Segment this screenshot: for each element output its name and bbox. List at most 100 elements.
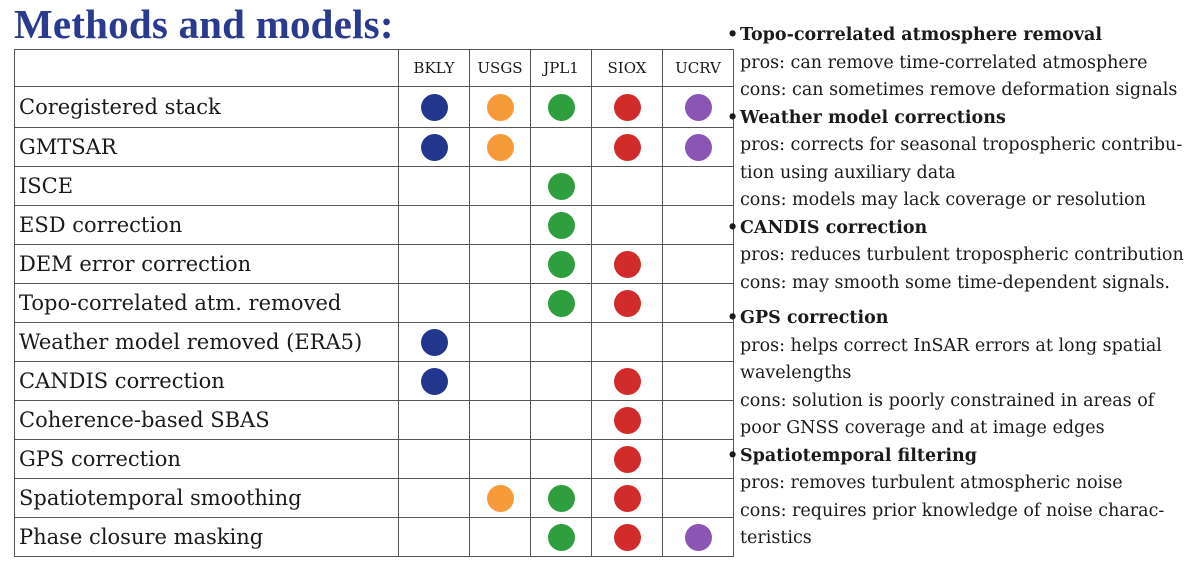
marker-dot	[547, 289, 575, 317]
marker-dot	[547, 484, 575, 512]
mark-cell-bkly	[398, 127, 470, 167]
mark-cell-ucrv	[662, 400, 734, 440]
table-body: Coregistered stack GMTSAR ISCE ESD correcti…	[14, 86, 734, 557]
mark-cell-jpl1	[530, 361, 592, 401]
marker-dot	[613, 133, 641, 161]
row-label: Coherence-based SBAS	[14, 400, 399, 440]
mark-cell-bkly	[398, 439, 470, 479]
note-line: cons: solution is poorly constrained in …	[740, 390, 1155, 411]
mark-cell-siox	[591, 244, 663, 284]
mark-cell-usgs	[469, 478, 531, 518]
mark-cell-jpl1	[530, 283, 592, 323]
mark-cell-ucrv	[662, 283, 734, 323]
mark-cell-siox	[591, 86, 663, 128]
table-row: ISCE	[14, 166, 734, 206]
table-row: Topo-correlated atm. removed	[14, 283, 734, 323]
marker-dot	[420, 328, 448, 356]
marker-dot	[684, 133, 712, 161]
note-line: pros: reduces turbulent tropospheric con…	[740, 245, 1184, 265]
marker-dot	[420, 367, 448, 395]
mark-cell-jpl1	[530, 517, 592, 557]
row-label: Spatiotemporal smoothing	[14, 478, 399, 518]
mark-cell-bkly	[398, 205, 470, 245]
mark-cell-bkly	[398, 400, 470, 440]
table-row: Phase closure masking	[14, 517, 734, 557]
mark-cell-siox	[591, 478, 663, 518]
marker-dot	[547, 211, 575, 239]
table-row: Weather model removed (ERA5)	[14, 322, 734, 362]
mark-cell-ucrv	[662, 127, 734, 167]
marker-dot	[613, 289, 641, 317]
table-header-row: BKLY USGS JPL1 SIOX UCRV	[14, 49, 734, 87]
mark-cell-siox	[591, 439, 663, 479]
marker-dot	[613, 367, 641, 395]
marker-dot	[486, 93, 514, 121]
mark-cell-siox	[591, 400, 663, 440]
mark-cell-ucrv	[662, 322, 734, 362]
note-line: poor GNSS coverage and at image edges	[740, 418, 1105, 438]
note-line: cons: may smooth some time-dependent sig…	[740, 272, 1170, 293]
column-header-siox: SIOX	[591, 49, 663, 87]
row-label: ESD correction	[14, 205, 399, 245]
mark-cell-jpl1	[530, 127, 592, 167]
mark-cell-siox	[591, 361, 663, 401]
marker-dot	[547, 93, 575, 121]
note-line: cons: models may lack coverage or resolu…	[740, 190, 1146, 210]
table-row: GMTSAR	[14, 127, 734, 167]
note-title-text: Weather model corrections	[740, 107, 1006, 128]
mark-cell-usgs	[469, 517, 531, 557]
note-line: pros: can remove time-correlated atmosph…	[740, 52, 1148, 73]
mark-cell-siox	[591, 517, 663, 557]
note-line: pros: corrects for seasonal tropospheric…	[740, 135, 1183, 155]
mark-cell-bkly	[398, 86, 470, 128]
bullet-icon: •	[727, 445, 739, 466]
note-title-text: GPS correction	[740, 308, 889, 328]
row-label: DEM error correction	[14, 244, 399, 284]
mark-cell-usgs	[469, 127, 531, 167]
mark-cell-usgs	[469, 361, 531, 401]
bullet-icon: •	[727, 217, 739, 238]
mark-cell-jpl1	[530, 439, 592, 479]
column-header-jpl1: JPL1	[530, 49, 592, 87]
mark-cell-ucrv	[662, 166, 734, 206]
marker-dot	[547, 523, 575, 551]
row-label: Topo-correlated atm. removed	[14, 283, 399, 323]
mark-cell-bkly	[398, 244, 470, 284]
mark-cell-jpl1	[530, 86, 592, 128]
mark-cell-ucrv	[662, 517, 734, 557]
marker-dot	[420, 93, 448, 121]
marker-dot	[613, 250, 641, 278]
note-section: • GPS correction pros: helps correct InSAR…	[727, 305, 1197, 443]
bullet-icon: •	[727, 107, 739, 128]
note-title: • Spatiotemporal filtering	[727, 443, 1197, 471]
row-label: GPS correction	[14, 439, 399, 479]
marker-dot	[486, 484, 514, 512]
mark-cell-siox	[591, 283, 663, 323]
mark-cell-jpl1	[530, 205, 592, 245]
mark-cell-ucrv	[662, 361, 734, 401]
note-section: • Topo-correlated atmosphere removal pros:…	[727, 22, 1197, 105]
mark-cell-siox	[591, 127, 663, 167]
note-title: • GPS correction	[727, 305, 1197, 333]
mark-cell-ucrv	[662, 205, 734, 245]
mark-cell-siox	[591, 205, 663, 245]
table-row: Coregistered stack	[14, 86, 734, 128]
row-label: Phase closure masking	[14, 517, 399, 557]
note-line: pros: helps correct InSAR errors at long…	[740, 335, 1162, 356]
marker-dot	[613, 523, 641, 551]
mark-cell-usgs	[469, 205, 531, 245]
row-label: GMTSAR	[14, 127, 399, 167]
note-title: • CANDIS correction	[727, 215, 1197, 243]
marker-dot	[547, 172, 575, 200]
mark-cell-jpl1	[530, 244, 592, 284]
mark-cell-usgs	[469, 283, 531, 323]
note-title-text: CANDIS correction	[740, 217, 928, 238]
note-line: pros: removes turbulent atmospheric nois…	[740, 473, 1123, 493]
note-section: • Weather model corrections pros: corrects…	[727, 105, 1197, 215]
note-line: cons: can sometimes remove deformation s…	[740, 80, 1178, 100]
mark-cell-ucrv	[662, 478, 734, 518]
marker-dot	[420, 133, 448, 161]
mark-cell-siox	[591, 322, 663, 362]
bullet-icon: •	[727, 25, 739, 45]
table-row: Spatiotemporal smoothing	[14, 478, 734, 518]
